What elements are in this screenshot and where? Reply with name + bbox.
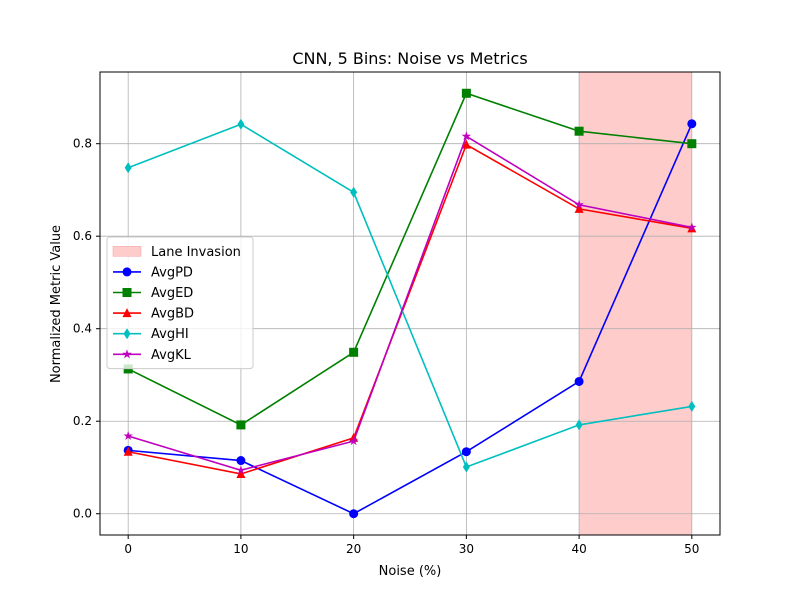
legend-swatch-lane-invasion [112,246,142,257]
legend-marker-avgbd [122,308,132,318]
y-axis-title: Normalized Metric Value [49,225,64,383]
data-point-avgkl [574,199,584,209]
data-point-avgkl [461,131,472,141]
data-point-avgpd [687,119,697,129]
data-point-avgpd [461,447,471,457]
data-point-avgpd [574,376,584,386]
x-tick-label: 0 [124,542,132,556]
data-point-avghi [237,118,245,130]
data-point-avgkl [348,436,359,446]
data-point-avged [574,126,584,136]
data-point-avged [687,139,697,149]
data-point-avgbd [123,446,133,456]
series-line-avghi [127,123,692,469]
legend-box [106,236,254,370]
legend-marker-avghi [123,328,131,340]
y-tick-label: 0.0 [73,507,92,521]
chart-title: CNN, 5 Bins: Noise vs Metrics [292,49,527,68]
x-tick-label: 20 [346,542,361,556]
data-point-avgpd [349,509,359,519]
data-point-avged [461,88,471,98]
x-tick-label: 50 [684,542,699,556]
y-tick-label: 0.4 [73,322,92,336]
legend-label-lane-invasion: Lane Invasion [151,245,241,260]
data-point-avgpd [236,456,246,466]
data-point-avged [349,347,359,357]
data-point-avghi [462,461,470,473]
data-point-avgbd [236,468,246,478]
data-point-avgkl [236,465,246,475]
series-line-avgkl [127,135,692,472]
legend-label-avged: AvgED [151,286,193,301]
series-line-avgpd [128,123,693,515]
legend-marker-avged [122,288,132,297]
y-tick-label: 0.2 [73,414,92,428]
legend-label-avgpd: AvgPD [151,265,193,280]
legend-label-avghi: AvgHI [151,327,189,342]
data-point-avgkl [123,431,133,441]
legend-marker-avgpd [122,267,132,277]
series-line-avged [127,92,692,426]
plot-frame [99,71,721,536]
legend-label-avgkl: AvgKL [151,348,192,363]
data-point-avgkl [687,222,697,232]
shaded-region-lane-invasion [579,72,692,535]
x-tick-label: 10 [233,542,248,556]
y-tick-label: 0.6 [73,229,92,243]
x-tick-label: 30 [459,542,474,556]
data-point-avgbd [574,203,584,213]
data-point-avged [236,420,246,430]
legend-label-avgbd: AvgBD [151,307,194,322]
data-point-avghi [124,162,132,174]
data-point-avgbd [461,139,471,149]
data-point-avghi [688,400,696,412]
legend-marker-avgkl [122,349,132,359]
y-tick-label: 0.8 [73,137,92,151]
series-line-avgbd [128,143,692,475]
data-point-avghi [575,419,583,431]
x-tick-label: 40 [571,542,586,556]
data-point-avghi [350,186,358,198]
x-axis-title: Noise (%) [379,564,442,579]
